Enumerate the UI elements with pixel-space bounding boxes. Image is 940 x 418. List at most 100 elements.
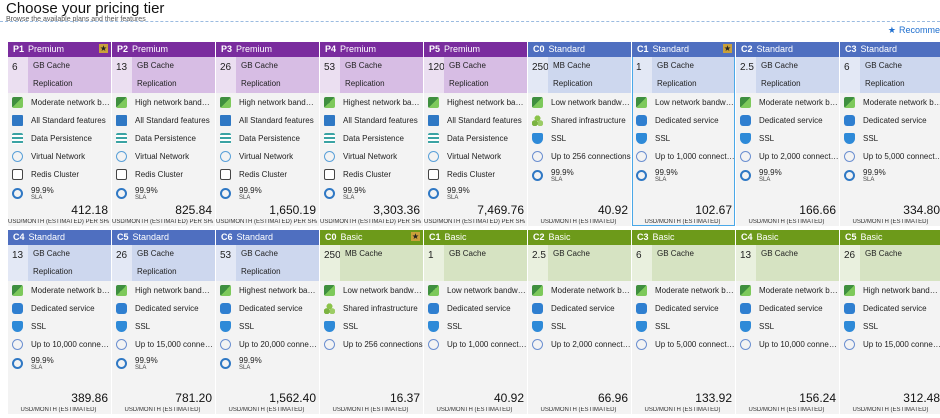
feature-row: Moderate network bandwidth xyxy=(632,281,735,299)
feature-row: SSL xyxy=(528,317,631,335)
pricing-card-p2-premium[interactable]: P2 Premium 13 GB Cache Replication High netwo… xyxy=(112,42,215,226)
card-header: P3 Premium xyxy=(216,42,319,57)
feature-row: Up to 256 connections xyxy=(320,335,423,353)
feature-label: High network bandwidth xyxy=(135,97,215,107)
feature-label: High network bandwidth xyxy=(863,285,940,295)
feature-row: Moderate network bandwidth xyxy=(8,93,111,111)
pricing-card-c1-standard[interactable]: C1 Standard ★ 1 GB Cache Replication Low netwo… xyxy=(632,42,735,226)
feature-label: Highest network bandwidth xyxy=(239,285,319,295)
pricing-card-c6-standard[interactable]: C6 Standard 53 GB Cache Replication Highest n… xyxy=(216,230,319,414)
feature-row: Up to 1,000 connections xyxy=(424,335,527,353)
feature-label: Redis Cluster xyxy=(135,169,184,179)
cache-unit: GB Cache xyxy=(761,249,798,258)
dedicated-icon xyxy=(636,302,647,314)
network-icon xyxy=(636,96,647,108)
cache-section: 26 GB Cache Replication xyxy=(112,245,215,281)
feature-row: Moderate network bandwidth xyxy=(528,281,631,299)
feature-label: SSL xyxy=(655,133,671,143)
page-title: Choose your pricing tier xyxy=(6,0,165,17)
pricing-card-p4-premium[interactable]: P4 Premium 53 GB Cache Replication Highest ne… xyxy=(320,42,423,226)
tier-name: Standard xyxy=(860,44,898,54)
feature-row: Up to 256 connections xyxy=(528,147,631,165)
feature-row: Dedicated service xyxy=(736,299,839,317)
pricing-card-c2-standard[interactable]: C2 Standard 2.5 GB Cache Replication Moderate… xyxy=(736,42,839,226)
sla-label: SLA xyxy=(31,194,43,201)
tier-name: Premium xyxy=(132,44,169,54)
feature-row: Up to 2,000 connections xyxy=(736,147,839,165)
feature-row: SSL xyxy=(736,129,839,147)
shared-icon xyxy=(324,302,335,314)
feature-label: Dedicated service xyxy=(759,303,823,313)
feature-label: Moderate network bandwidth xyxy=(31,285,111,295)
sla-value: 99.9% xyxy=(343,185,366,195)
tier-code: P3 xyxy=(221,44,233,54)
tier-code: C1 xyxy=(637,44,649,54)
price-value: 156.24 xyxy=(799,391,836,405)
network-icon xyxy=(740,284,751,296)
cache-size: 6 xyxy=(12,62,18,73)
feature-row: All Standard features xyxy=(112,111,215,129)
pricing-card-c4-standard[interactable]: C4 Standard 13 GB Cache Replication Moderate … xyxy=(8,230,111,414)
feature-label: SSL xyxy=(863,133,879,143)
ssl-icon xyxy=(636,320,647,332)
price-unit: USD/MONTH (ESTIMATED) xyxy=(748,407,825,413)
price-unit: USD/MONTH (ESTIMATED) PER SHARD xyxy=(8,219,109,225)
feature-row: Up to 15,000 connections xyxy=(112,335,215,353)
feature-label: Up to 1,000 connections xyxy=(655,151,735,161)
page-subtitle: Browse the available plans and their fea… xyxy=(6,16,146,23)
pricing-card-c5-standard[interactable]: C5 Standard 26 GB Cache Replication High netw… xyxy=(112,230,215,414)
sla-row: 99.9% SLA xyxy=(320,183,423,203)
feature-label: Data Persistence xyxy=(239,133,300,143)
feature-row: Dedicated service xyxy=(424,299,527,317)
card-header: C4 Basic xyxy=(736,230,839,245)
card-header: C4 Standard xyxy=(8,230,111,245)
tier-name: Standard xyxy=(652,44,690,54)
price-unit: USD/MONTH (ESTIMATED) PER SHARD xyxy=(320,219,421,225)
feature-label: Virtual Network xyxy=(135,151,190,161)
price-value: 16.37 xyxy=(389,391,420,405)
replication-label xyxy=(444,263,527,281)
feature-label: SSL xyxy=(447,321,463,331)
cache-size: 53 xyxy=(220,250,232,261)
sla-label: SLA xyxy=(655,176,667,183)
pricing-card-p1-premium[interactable]: P1 Premium ★ 6 GB Cache Replication Moderate n… xyxy=(8,42,111,226)
cache-unit: GB Cache xyxy=(241,249,278,258)
ssl-icon xyxy=(532,132,543,144)
pricing-card-p5-premium[interactable]: P5 Premium 120 GB Cache Replication Highest n… xyxy=(424,42,527,226)
pricing-card-c3-standard[interactable]: C3 Standard 6 GB Cache Replication Moderate n… xyxy=(840,42,940,226)
feature-row: Highest network bandwidth xyxy=(424,93,527,111)
feature-row: SSL xyxy=(840,129,940,147)
pricing-card-c0-standard[interactable]: C0 Standard 250 MB Cache Replication Low netw… xyxy=(528,42,631,226)
feature-label: All Standard features xyxy=(239,115,314,125)
sla-value: 99.9% xyxy=(863,167,886,177)
feature-label: Moderate network bandwidth xyxy=(759,285,839,295)
replication-label xyxy=(340,263,423,281)
cache-size: 53 xyxy=(324,62,336,73)
dedicated-icon xyxy=(844,114,855,126)
price-value: 133.92 xyxy=(695,391,732,405)
pricing-card-c0-basic[interactable]: C0 Basic ★ 250 MB Cache Low network bandwidth… xyxy=(320,230,423,414)
cache-unit: MB Cache xyxy=(345,249,383,258)
ssl-icon xyxy=(740,132,751,144)
card-header: C0 Basic ★ xyxy=(320,230,423,245)
feature-row: Data Persistence xyxy=(216,129,319,147)
pricing-card-c5-basic[interactable]: C5 Basic 26 GB Cache High network bandwidth D… xyxy=(840,230,940,414)
feature-row: Data Persistence xyxy=(112,129,215,147)
features-icon xyxy=(12,114,23,126)
pricing-card-c1-basic[interactable]: C1 Basic 1 GB Cache Low network bandwidth Ded… xyxy=(424,230,527,414)
replication-label: Replication xyxy=(33,79,73,88)
recommended-toggle[interactable]: ★ Recomme xyxy=(888,25,940,36)
feature-label: Up to 5,000 connections xyxy=(655,339,735,349)
cache-unit: GB Cache xyxy=(761,61,798,70)
sla-label: SLA xyxy=(239,194,251,201)
price-unit: USD/MONTH (ESTIMATED) xyxy=(852,219,929,225)
sla-value: 99.9% xyxy=(239,355,262,365)
pricing-card-p3-premium[interactable]: P3 Premium 26 GB Cache Replication High netwo… xyxy=(216,42,319,226)
gauge-icon xyxy=(636,169,647,181)
price-value: 412.18 xyxy=(71,203,108,217)
feature-label: Dedicated service xyxy=(135,303,199,313)
feature-label: Dedicated service xyxy=(239,303,303,313)
